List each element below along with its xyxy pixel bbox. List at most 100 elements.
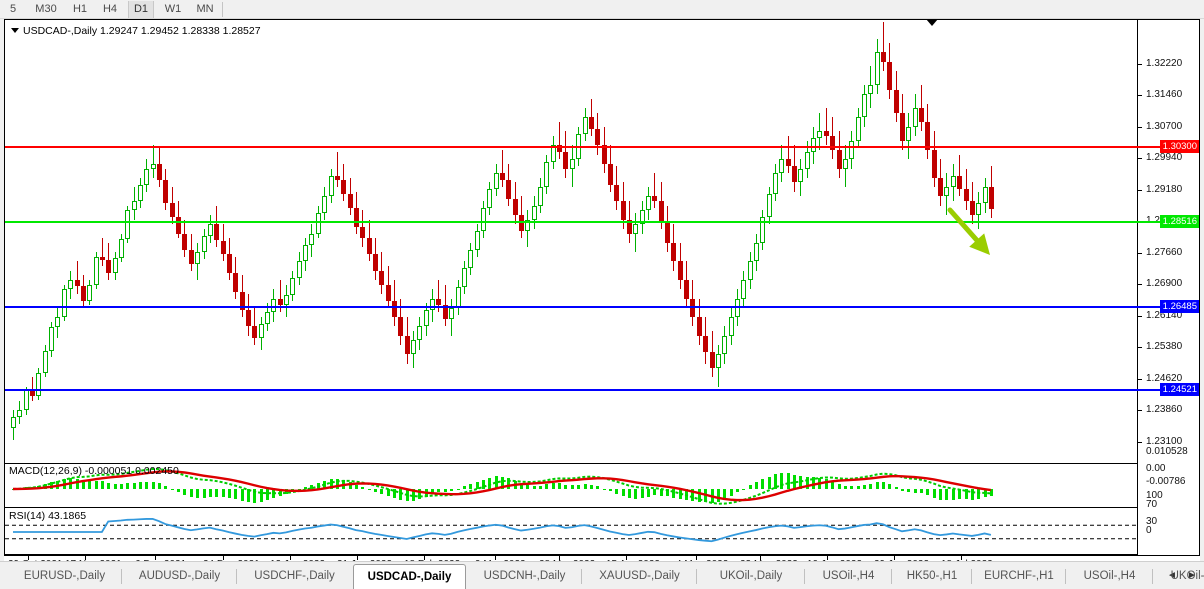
- level-line-resistance[interactable]: [5, 146, 1138, 148]
- candle-body: [252, 326, 258, 338]
- timeframe-button-h4[interactable]: H4: [102, 3, 118, 15]
- rsi-pane[interactable]: RSI(14) 43.1865: [5, 509, 1138, 555]
- price-pane[interactable]: USDCAD-,Daily 1.29247 1.29452 1.28338 1.…: [5, 20, 1138, 461]
- candle-body: [360, 226, 366, 239]
- candle-body: [880, 52, 886, 62]
- candle-body: [855, 117, 861, 141]
- candle-body: [87, 284, 93, 301]
- candle-body: [900, 112, 905, 141]
- candle-body: [93, 256, 99, 285]
- candle-body: [722, 335, 728, 355]
- candle-body: [322, 196, 328, 213]
- macd-histogram-bar: [977, 489, 981, 499]
- candle-body: [512, 198, 518, 215]
- candle-body: [665, 221, 671, 243]
- macd-histogram-bar: [259, 489, 263, 502]
- macd-histogram-bar: [475, 481, 479, 489]
- macd-histogram-bar: [94, 480, 98, 489]
- price-axis-label: 1.23100: [1146, 436, 1183, 447]
- price-axis-label: 1.24620: [1146, 373, 1183, 384]
- candle-body: [493, 173, 499, 190]
- macd-histogram-bar: [926, 489, 930, 496]
- candle-body: [296, 261, 302, 278]
- price-tag-support-1[interactable]: 1.26485: [1159, 300, 1199, 313]
- chart-tab-audusddaily[interactable]: AUDUSD-,Daily: [138, 570, 221, 582]
- candle-body: [563, 152, 569, 169]
- price-tag-support-2[interactable]: 1.24521: [1159, 383, 1199, 396]
- macd-histogram-bar: [951, 489, 955, 500]
- candle-body: [988, 187, 994, 209]
- chart-tab-ukoilh4[interactable]: UKOil-,H4: [1170, 570, 1204, 582]
- chart-tab-usoilh4[interactable]: USOil-,H4: [1083, 570, 1136, 582]
- chart-tab-usdcaddaily[interactable]: USDCAD-,Daily: [353, 564, 466, 589]
- scale-marker-triangle-icon[interactable]: [926, 19, 938, 26]
- collapse-triangle-icon[interactable]: [11, 27, 19, 33]
- chart-tab-eurchfh1[interactable]: EURCHF-,H1: [984, 570, 1054, 582]
- price-axis-tick: [1138, 410, 1142, 411]
- tab-separator: [121, 569, 122, 584]
- timeframe-button-d1[interactable]: D1: [128, 1, 154, 18]
- candle-body: [836, 149, 842, 169]
- candle-body: [207, 224, 213, 236]
- chart-tab-usoilh4[interactable]: USOil-,H4: [822, 570, 875, 582]
- candle-body: [106, 260, 112, 273]
- macd-histogram-bar: [640, 489, 644, 499]
- candle-body: [404, 335, 410, 355]
- candle-body: [474, 231, 480, 250]
- tab-scroll-right-icon[interactable]: ►: [1187, 570, 1197, 581]
- timeframe-button-h1[interactable]: H1: [72, 3, 88, 15]
- macd-histogram-bar: [539, 485, 543, 489]
- price-axis[interactable]: 1.322201.314601.307001.299401.291801.284…: [926, 19, 1199, 555]
- timeframe-button-w1[interactable]: W1: [164, 3, 182, 15]
- date-axis-tick: [894, 556, 895, 560]
- chart-tab-eurusddaily[interactable]: EURUSD-,Daily: [23, 570, 106, 582]
- timeframe-button-mn[interactable]: MN: [196, 3, 214, 15]
- timeframe-button-m30[interactable]: M30: [35, 3, 57, 15]
- macd-histogram-bar: [564, 484, 568, 489]
- candle-body: [709, 351, 715, 369]
- level-line-support-1[interactable]: [5, 306, 1138, 308]
- chart-tab-xauusddaily[interactable]: XAUUSD-,Daily: [599, 570, 680, 582]
- tab-separator: [696, 569, 697, 584]
- chart-frame[interactable]: USDCAD-,Daily 1.29247 1.29452 1.28338 1.…: [4, 19, 1200, 556]
- chart-tab-usdchfdaily[interactable]: USDCHF-,Daily: [254, 570, 335, 582]
- candle-body: [919, 108, 925, 123]
- candle-body: [753, 242, 759, 262]
- chart-tab-ukoildaily[interactable]: UKOil-,Daily: [719, 570, 783, 582]
- chart-tab-usdcnhdaily[interactable]: USDCNH-,Daily: [483, 570, 566, 582]
- level-line-support-2[interactable]: [5, 389, 1138, 391]
- macd-pane[interactable]: MACD(12,26,9) -0.000051 0.002450: [5, 463, 1138, 508]
- candle-body: [785, 159, 791, 167]
- macd-histogram-bar: [659, 489, 663, 496]
- candle-body: [61, 289, 67, 318]
- price-tag-resistance[interactable]: 1.30300: [1159, 140, 1199, 153]
- price-axis-tick: [1138, 95, 1142, 96]
- candle-body: [538, 187, 544, 206]
- macd-histogram-bar: [901, 489, 904, 491]
- macd-histogram-bar: [354, 484, 358, 489]
- macd-histogram-bar: [494, 476, 498, 489]
- tab-scroll-left-icon[interactable]: ◄: [1167, 570, 1177, 581]
- candle-body: [639, 210, 645, 225]
- candle-body: [385, 284, 391, 301]
- candle-body: [220, 240, 226, 255]
- candle-body: [461, 268, 467, 287]
- candle-body: [544, 161, 550, 188]
- chart-tab-hk50h1[interactable]: HK50-,H1: [906, 570, 958, 582]
- chart-tab-bar[interactable]: ◄ ► EURUSD-,Daily AUDUSD-,Daily USDCHF-,Da…: [0, 561, 1204, 589]
- level-line-pivot[interactable]: [5, 221, 1138, 223]
- macd-histogram-bar: [310, 484, 314, 489]
- tab-separator: [891, 569, 892, 584]
- timeframe-button-5[interactable]: 5: [9, 3, 17, 15]
- macd-histogram-bar: [958, 489, 962, 500]
- macd-histogram-bar: [412, 489, 416, 501]
- candle-body: [157, 163, 163, 181]
- candle-body: [614, 184, 620, 202]
- macd-histogram-bar: [488, 477, 492, 489]
- candle-wick: [101, 238, 103, 267]
- candle-wick: [76, 261, 78, 294]
- macd-histogram-bar: [227, 489, 231, 499]
- candle-wick: [279, 279, 281, 313]
- price-tag-pivot[interactable]: 1.28516: [1159, 215, 1199, 228]
- macd-axis-label: 0.00: [1146, 463, 1166, 474]
